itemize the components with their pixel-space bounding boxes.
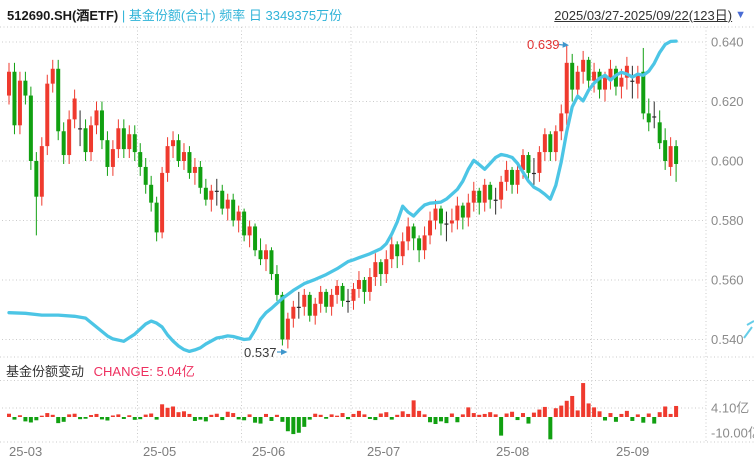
low-annotation-label: 0.537 (244, 345, 277, 360)
price-candles (7, 44, 679, 349)
bottom-pane-title: 基金份额变动 (6, 364, 85, 379)
bottom-y-axis-tick: 4.10亿 (711, 401, 749, 416)
bottom-pane-header: 基金份额变动 CHANGE: 5.04亿 (6, 361, 195, 380)
frequency-value: 日 (248, 8, 262, 23)
low-annotation-arrow-icon (277, 349, 288, 355)
high-annotation-arrow-icon (558, 41, 569, 48)
header-bar: 512690.SH(酒ETF) | 基金份额(合计) 频率 日 3349375万… (0, 0, 754, 26)
date-range-selector[interactable]: 2025/03/27-2025/09/22(123日) ▼ (554, 5, 746, 24)
x-axis-month-label: 25-06 (252, 444, 285, 459)
bottom-y-axis-tick: -10.00亿 (711, 426, 754, 441)
x-axis-month-label: 25-07 (367, 444, 400, 459)
change-value-label: CHANGE: 5.04亿 (93, 364, 195, 379)
frequency-label: 频率 (219, 8, 246, 23)
y-axis-tick: 0.560 (711, 273, 744, 288)
dropdown-triangle-icon[interactable]: ▼ (735, 8, 746, 21)
y-axis-tick: 0.640 (711, 35, 744, 50)
y-axis-tick: 0.540 (711, 332, 744, 347)
y-axis-tick: 0.620 (711, 94, 744, 109)
y-axis-tick: 0.580 (711, 213, 744, 228)
fund-share-line (7, 39, 678, 354)
x-axis-month-label: 25-05 (143, 444, 176, 459)
x-axis-month-label: 25-03 (9, 444, 42, 459)
date-range-label[interactable]: 2025/03/27-2025/09/22(123日) (554, 8, 733, 23)
separator: | (121, 8, 126, 23)
series-label: 基金份额(合计) (128, 8, 216, 23)
y-axis-tick: 0.600 (711, 154, 744, 169)
share-change-bars (7, 383, 679, 440)
shares-total-value: 3349375万份 (265, 8, 343, 23)
x-axis-month-label: 25-08 (496, 444, 529, 459)
x-axis-month-label: 25-09 (616, 444, 649, 459)
watermark-glyph (743, 320, 754, 339)
high-annotation-label: 0.639 (527, 37, 560, 52)
header-title: 512690.SH(酒ETF) | 基金份额(合计) 频率 日 3349375万… (7, 5, 342, 24)
symbol-label: 512690.SH(酒ETF) (7, 8, 119, 23)
gridlines (0, 26, 754, 443)
